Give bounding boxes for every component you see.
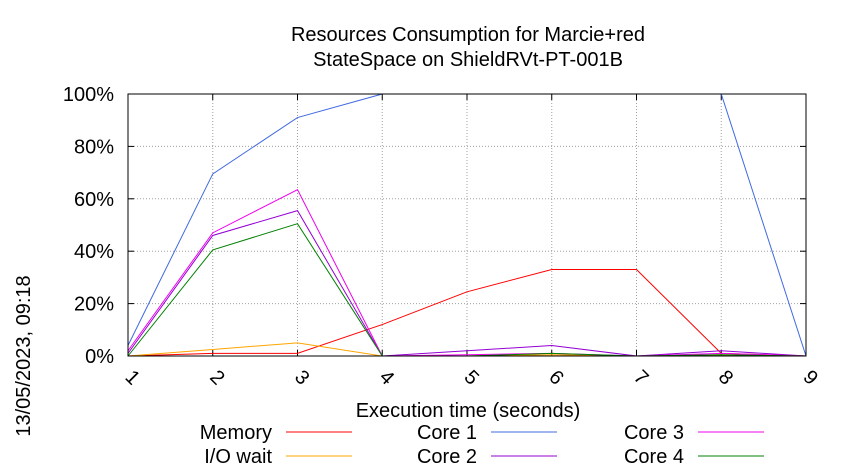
x-tick-label: 3 — [290, 366, 313, 389]
y-tick-label: 0% — [85, 346, 114, 368]
y-axis-ticks: 0% 20% 40% 60% 80% 100% — [63, 84, 806, 368]
x-axis-label: Execution time (seconds) — [356, 400, 581, 422]
legend-label-core-4: Core 4 — [624, 446, 684, 468]
y-tick-label: 80% — [74, 136, 114, 158]
x-tick-label: 8 — [714, 366, 737, 389]
x-tick-label: 5 — [460, 366, 483, 389]
y-tick-label: 20% — [74, 294, 114, 316]
chart-title-line-1: Resources Consumption for Marcie+red — [291, 24, 645, 46]
legend-label-core-2: Core 2 — [417, 446, 477, 468]
chart-title-line-2: StateSpace on ShieldRVt-PT-001B — [313, 49, 623, 71]
legend-label-core-1: Core 1 — [417, 422, 477, 444]
y-tick-label: 40% — [74, 241, 114, 263]
timestamp: 13/05/2023, 09:18 — [13, 275, 35, 436]
x-tick-label: 4 — [375, 366, 398, 389]
plot-frame — [127, 93, 807, 357]
x-tick-label: 6 — [544, 366, 567, 389]
x-axis-ticks: 1 2 3 4 5 6 7 8 9 — [121, 94, 822, 389]
x-tick-label: 9 — [799, 366, 822, 389]
series-line-memory — [127, 269, 807, 357]
legend-label-i-o-wait: I/O wait — [204, 446, 272, 468]
x-tick-label: 1 — [121, 366, 144, 389]
x-tick-label: 7 — [629, 366, 652, 389]
grid-lines — [127, 93, 807, 357]
y-tick-label: 100% — [63, 84, 114, 106]
legend-label-core-3: Core 3 — [624, 422, 684, 444]
x-tick-label: 2 — [205, 366, 228, 389]
series-line-core-2 — [127, 209, 807, 357]
y-tick-label: 60% — [74, 189, 114, 211]
series-line-core-3 — [127, 188, 807, 357]
legend-label-memory: Memory — [200, 422, 272, 444]
